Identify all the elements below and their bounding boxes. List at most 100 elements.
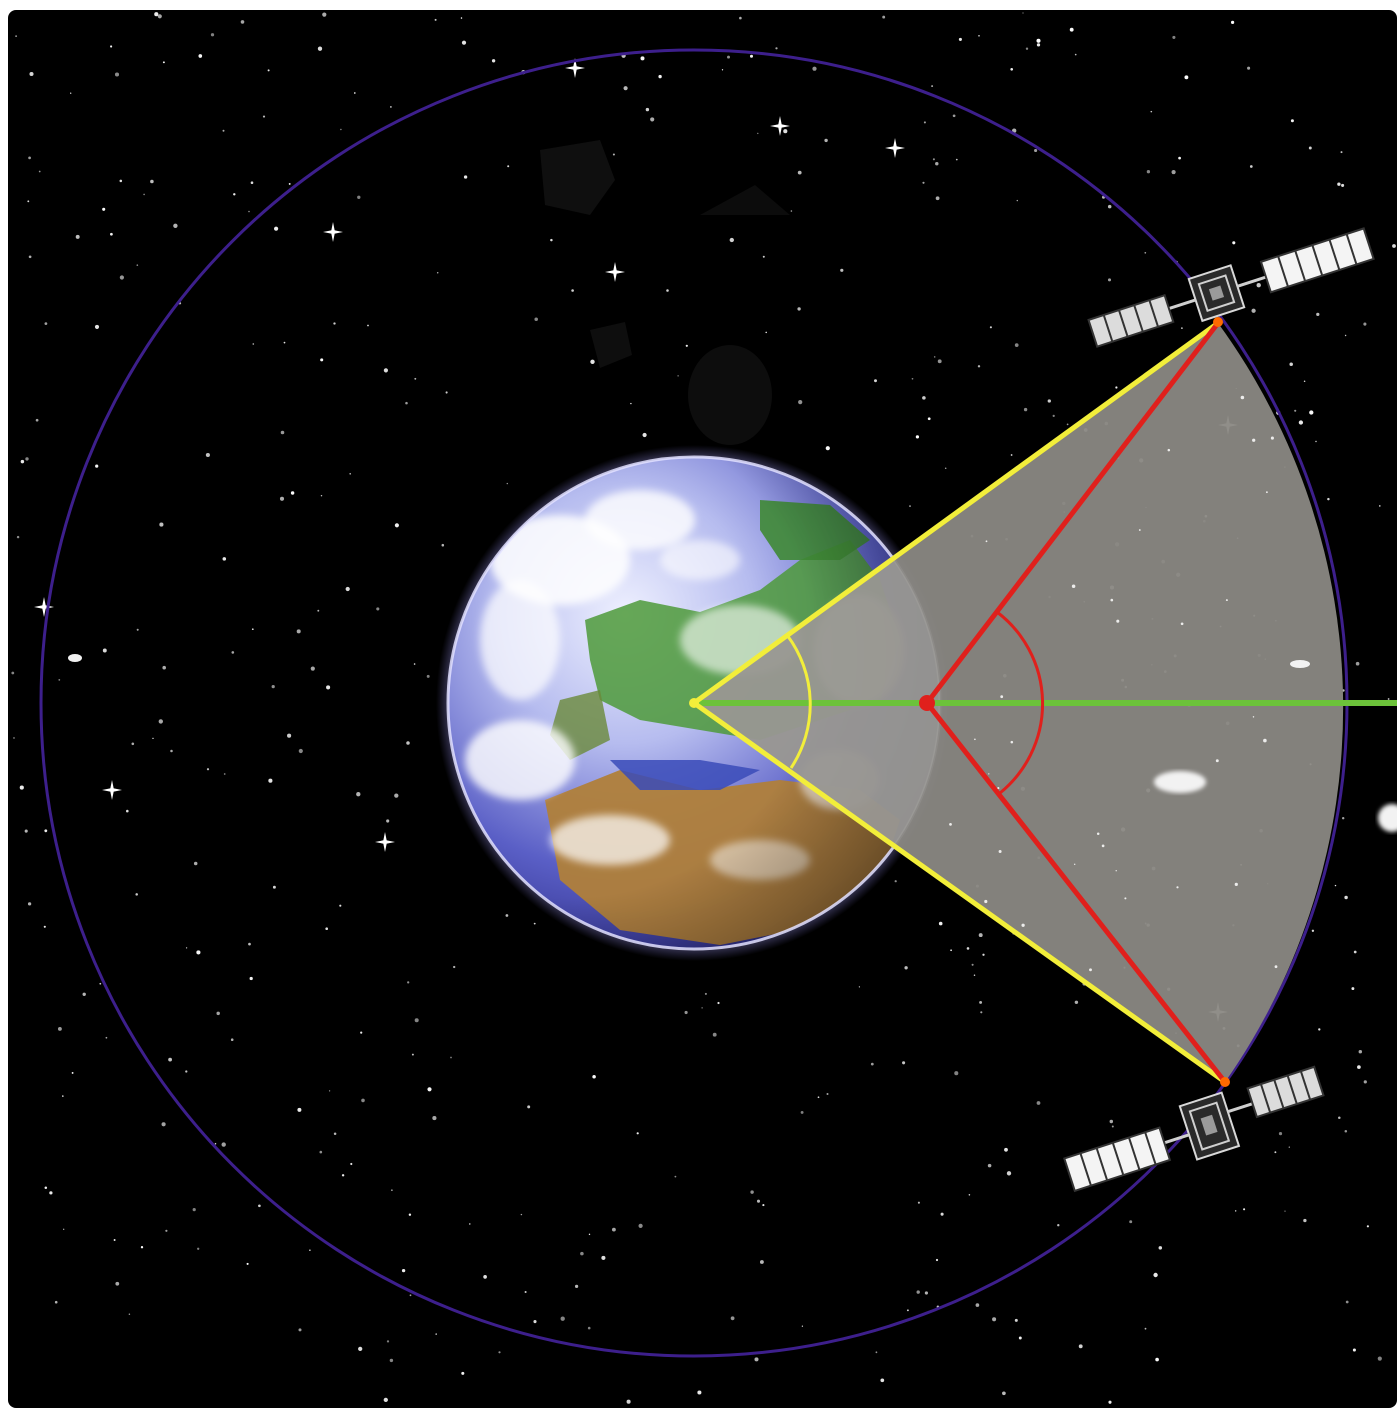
star [231, 651, 235, 654]
star [197, 1247, 200, 1250]
star [1025, 47, 1029, 50]
star [982, 953, 985, 956]
star [162, 61, 165, 64]
star [1144, 251, 1147, 254]
star [173, 223, 178, 228]
star [1288, 1146, 1290, 1148]
star [1366, 1225, 1369, 1228]
star [988, 773, 990, 775]
star [759, 1260, 764, 1264]
star [136, 628, 139, 631]
star [906, 1309, 909, 1312]
star [638, 1223, 643, 1229]
star [491, 59, 496, 63]
star [520, 1213, 523, 1216]
star [1014, 1318, 1018, 1322]
star [630, 402, 632, 405]
star [674, 1175, 677, 1178]
star [279, 496, 285, 501]
star [1167, 448, 1171, 452]
galaxy-blob [68, 654, 82, 662]
star [527, 1105, 531, 1109]
star [924, 1291, 928, 1295]
star [1115, 870, 1117, 872]
star [798, 399, 803, 405]
star [506, 482, 509, 485]
star [1289, 362, 1293, 366]
star [684, 1010, 688, 1015]
galaxy-blob [1290, 660, 1310, 668]
star [1274, 965, 1278, 969]
galaxy-blob [1378, 804, 1397, 832]
star [63, 1228, 65, 1230]
star [762, 255, 765, 258]
star [353, 92, 356, 94]
star [1057, 1224, 1060, 1227]
star [411, 1053, 414, 1056]
star [739, 16, 742, 20]
star [252, 343, 255, 345]
star [221, 1142, 226, 1147]
star [974, 738, 976, 741]
star [436, 272, 439, 274]
star [360, 1031, 363, 1034]
star [453, 965, 456, 969]
star [874, 379, 877, 383]
star [935, 1258, 939, 1262]
star [230, 1038, 234, 1041]
star [196, 950, 201, 955]
star [317, 609, 320, 612]
star [980, 1011, 983, 1014]
star [933, 356, 936, 358]
star [1247, 66, 1251, 70]
star [797, 170, 802, 175]
star [19, 785, 24, 790]
star [729, 237, 734, 243]
star [216, 1011, 220, 1016]
star [1146, 170, 1151, 174]
star [469, 1223, 471, 1225]
sparkle-star [565, 58, 585, 78]
star [950, 949, 952, 952]
star [240, 20, 245, 24]
star [685, 344, 688, 347]
star [824, 138, 828, 143]
star [783, 129, 788, 134]
star [1327, 497, 1330, 501]
star [1022, 12, 1024, 14]
star [1171, 170, 1176, 175]
star [1225, 599, 1228, 602]
star [345, 586, 350, 592]
star [25, 457, 29, 461]
star [249, 976, 253, 981]
sparkle-star [770, 116, 790, 136]
lower-satellite-thruster [1220, 1077, 1230, 1087]
star [157, 14, 162, 19]
star [251, 628, 254, 631]
star [280, 430, 285, 435]
star [290, 491, 295, 495]
star [697, 1390, 702, 1395]
star [1107, 204, 1112, 209]
star [1363, 1080, 1367, 1084]
star [932, 158, 935, 161]
star [350, 1162, 353, 1166]
star [1073, 863, 1076, 866]
star [27, 200, 30, 203]
star [978, 34, 980, 37]
star [310, 666, 315, 671]
star [367, 324, 369, 327]
sparkle-star [885, 138, 905, 158]
star [1074, 53, 1077, 56]
lower-satellite [1063, 1065, 1325, 1193]
star [296, 629, 301, 634]
star [1363, 322, 1367, 326]
star [408, 1213, 412, 1216]
star [650, 117, 655, 122]
star [386, 1340, 390, 1343]
star [248, 210, 250, 213]
star [165, 1229, 168, 1232]
star [916, 1290, 920, 1294]
star [1115, 386, 1118, 389]
upper-satellite [1087, 227, 1375, 348]
